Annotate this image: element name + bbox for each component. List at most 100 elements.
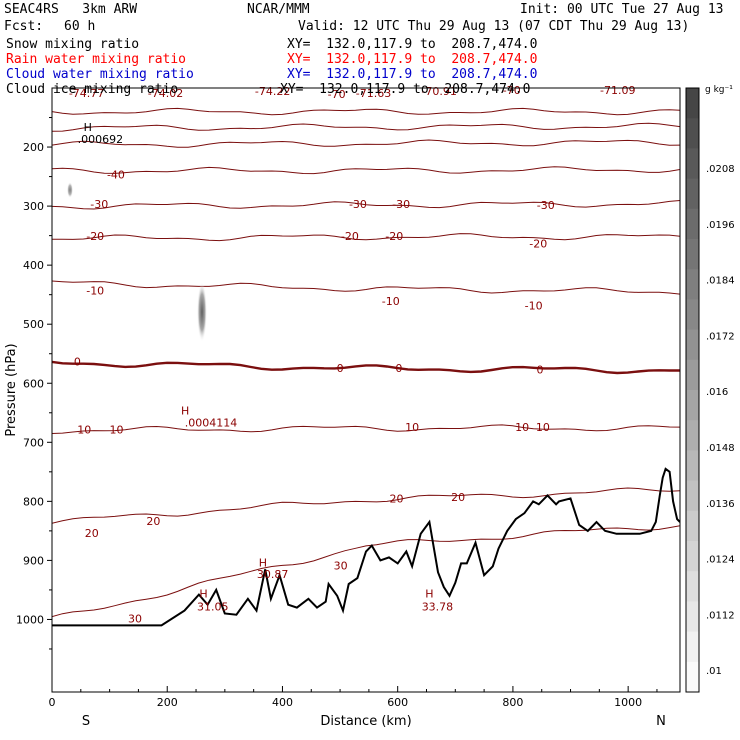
field-label-cloud-ice: Cloud ice mixing ratio [6,82,179,97]
contour-label: -70 [503,84,521,97]
contour-label: -30 [392,198,410,211]
contour-label: -20 [86,230,104,243]
contour--70 [52,107,680,116]
y-axis-label: Pressure (hPa) [4,343,19,436]
x-tick-label: 0 [49,696,56,709]
y-tick-label: 600 [23,377,44,390]
contour-label: H [259,556,267,569]
contour-label: 30 [334,559,348,572]
contour-label: -30 [90,198,108,211]
colorbar-swatch [686,239,699,270]
contour-label: 0 [395,362,402,375]
x-tick-label: 400 [272,696,293,709]
contour-label: -10 [525,299,543,312]
contour-label: -30 [349,198,367,211]
colorbar-swatch [686,450,699,482]
forecast-hour: 60 h [64,19,96,34]
colorbar-unit: g kg⁻¹ [705,85,733,95]
contour-label: 20 [451,491,465,504]
contour-label: .0004114 [185,416,238,429]
contour-label: 0 [74,356,81,369]
contour-label: -40 [107,168,125,181]
terrain-line [52,467,680,627]
contour-label: 30 [128,612,142,625]
y-tick-label: 1000 [16,613,44,626]
contour-label: -74.77 [69,87,104,100]
colorbar-tick-label: .0184 [706,276,735,287]
contour--60 [52,122,680,132]
colorbar-tick-label: .016 [706,387,728,398]
colorbar-swatch [686,420,699,451]
colorbar-swatch [686,510,699,542]
contour--10 [52,280,680,295]
colorbar-swatch [686,118,699,149]
field-xy-rain: XY= 132.0,117.9 to 208.7,474.0 [287,52,538,67]
colorbar-tick-label: .0136 [706,499,735,510]
contour-label: 20 [146,515,160,528]
contour-label: H [425,588,433,601]
x-tick-label: 600 [387,696,408,709]
contour-label: -20 [341,230,359,243]
colorbar-swatch [686,571,699,602]
contour-label: 31.05 [197,601,229,614]
colorbar-frame [685,87,700,693]
colorbar-swatch [686,661,699,693]
colorbar-tick-label: .0112 [706,610,735,621]
contour-label: 20 [85,527,99,540]
colorbar-swatch [686,178,699,210]
contour-label: H [84,121,92,134]
snow-patch-small [67,182,73,198]
endpoint-right: N [656,714,666,729]
contour-label: -20 [529,237,547,250]
colorbar-tick-label: .01 [706,666,722,677]
contour-label: -71.09 [600,84,635,97]
forecast-label: Fcst: [4,19,44,34]
colorbar-swatch [686,269,699,300]
contour-label: H [181,405,189,418]
contour-label: 10 [536,421,550,434]
contour--30 [52,200,680,210]
x-tick-label: 200 [157,696,178,709]
colorbar-swatch [686,299,699,331]
y-tick-label: 300 [23,200,44,213]
colorbar-swatch [686,390,699,421]
colorbar-swatch [686,601,699,633]
colorbar-swatch [686,88,699,119]
contour-label: 10 [515,421,529,434]
colorbar: g kg⁻¹ .0208 .0196 .0184 .0172 .016 .0148 .0136… [685,85,735,693]
colorbar-swatch [686,148,699,180]
contour--40 [52,166,680,175]
x-axis-ticks: 0 200 400 600 800 1000 [49,686,658,709]
field-xy-cloud-water: XY= 132.0,117.9 to 208.7,474.0 [287,67,538,82]
center-label: NCAR/MMM [247,2,310,17]
contour-label: 0 [337,362,344,375]
valid-time: Valid: 12 UTC Thu 29 Aug 13 (07 CDT Thu … [298,19,690,34]
x-tick-label: 1000 [614,696,642,709]
colorbar-tick-label: .0148 [706,443,735,454]
contour-label: 33.78 [422,601,454,614]
endpoint-left: S [82,714,90,729]
contour-label: -10 [382,295,400,308]
y-tick-label: 900 [23,554,44,567]
colorbar-tick-label: .0172 [706,331,735,342]
field-xy-cloud-ice: XY= 132.0,117.9 to 208.7,474.0 [280,82,531,97]
colorbar-tick-label: .0208 [706,164,735,175]
colorbar-tick-label: .0196 [706,220,735,231]
contour-label: -10 [86,285,104,298]
contour-label: 10 [110,423,124,436]
colorbar-swatch [686,208,699,240]
contour--50 [52,139,680,148]
contour-label: -70 [328,88,346,101]
contour-label: -20 [385,230,403,243]
y-axis-ticks: 200 300 400 500 600 700 800 900 1000 [16,117,52,650]
contour-labels: -74.77 -74.02 -74.22 -70 -71.63 -70.91 -70 -71.… [69,84,636,625]
field-label-rain: Rain water mixing ratio [6,52,187,67]
colorbar-swatch [686,359,699,391]
x-axis-label: Distance (km) [320,714,411,729]
field-xy-snow: XY= 132.0,117.9 to 208.7,474.0 [287,37,538,52]
y-tick-label: 400 [23,259,44,272]
contour-label: 10 [77,423,91,436]
colorbar-swatch [686,631,699,663]
y-tick-label: 800 [23,495,44,508]
